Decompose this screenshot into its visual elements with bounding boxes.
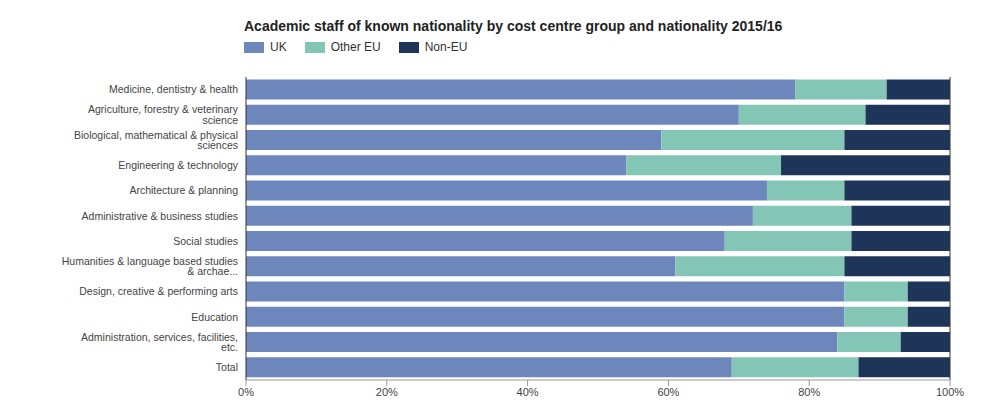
html-text:Other EU: Other EU	[330, 40, 381, 54]
svg-text:Humanities & language based st: Humanities & language based studies& arc…	[62, 255, 238, 278]
svg-text:Administration, services, faci: Administration, services, facilities,etc…	[81, 331, 238, 354]
svg-text:Biological, mathematical & phy: Biological, mathematical & physicalscien…	[74, 129, 238, 152]
html-text:Non-EU: Non-EU	[424, 40, 468, 54]
svg-text:60%: 60%	[657, 386, 679, 398]
svg-text:Medicine, dentistry & health: Medicine, dentistry & health	[109, 83, 238, 95]
svg-text:Education: Education	[191, 311, 238, 323]
svg-text:Engineering & technology: Engineering & technology	[118, 159, 238, 171]
svg-text:20%: 20%	[376, 386, 398, 398]
svg-text:Administrative & business stud: Administrative & business studies	[82, 210, 238, 222]
svg-text:100%: 100%	[936, 386, 964, 398]
svg-text:Architecture & planning: Architecture & planning	[129, 184, 238, 196]
svg-text:Social studies: Social studies	[173, 235, 238, 247]
svg-text:40%: 40%	[517, 386, 539, 398]
html-text:Academic staff of known nation: Academic staff of known nationality by c…	[244, 18, 783, 34]
svg-text:Design, creative & performing: Design, creative & performing arts	[79, 285, 238, 297]
svg-text:80%: 80%	[798, 386, 820, 398]
html-text:UK: UK	[270, 40, 287, 54]
svg-text:Agriculture, forestry & veteri: Agriculture, forestry & veterinaryscienc…	[88, 103, 239, 126]
svg-text:Total: Total	[216, 361, 238, 373]
svg-text:0%: 0%	[238, 386, 254, 398]
